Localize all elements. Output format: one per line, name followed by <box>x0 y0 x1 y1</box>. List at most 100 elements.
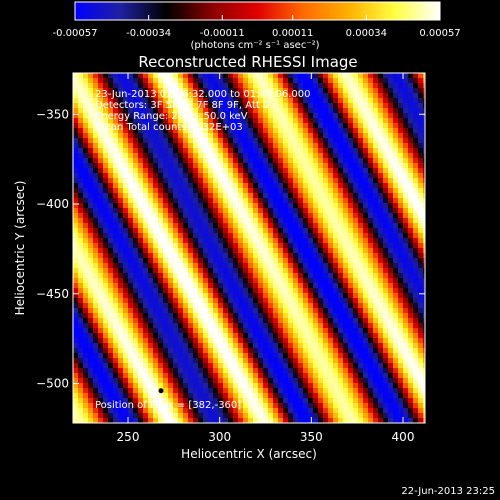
heatmap-cell <box>333 213 339 219</box>
heatmap-cell <box>213 83 219 89</box>
heatmap-cell <box>413 168 419 174</box>
heatmap-cell <box>298 278 304 284</box>
heatmap-cell <box>348 198 354 204</box>
heatmap-cell <box>253 328 259 334</box>
heatmap-cell <box>183 373 189 379</box>
heatmap-cell <box>318 343 324 349</box>
heatmap-cell <box>263 313 269 319</box>
heatmap-cell <box>93 378 99 384</box>
heatmap-cell <box>193 78 199 84</box>
heatmap-cell <box>388 93 394 99</box>
heatmap-cell <box>363 373 369 379</box>
heatmap-cell <box>423 248 425 254</box>
heatmap-cell <box>198 123 204 129</box>
heatmap-cell <box>423 368 425 374</box>
heatmap-cell <box>293 153 299 159</box>
heatmap-cell <box>158 263 164 269</box>
heatmap-cell <box>233 153 239 159</box>
heatmap-cell <box>298 223 304 229</box>
heatmap-cell <box>133 208 139 214</box>
heatmap-cell <box>378 278 384 284</box>
heatmap-cell <box>98 328 104 334</box>
heatmap-cell <box>368 93 374 99</box>
heatmap-cell <box>248 193 254 199</box>
heatmap-cell <box>258 333 264 339</box>
heatmap-cell <box>188 313 194 319</box>
heatmap-cell <box>88 283 94 289</box>
heatmap-cell <box>213 198 219 204</box>
heatmap-cell <box>203 213 209 219</box>
heatmap-cell <box>313 208 319 214</box>
heatmap-cell <box>148 323 154 329</box>
heatmap-cell <box>278 118 284 124</box>
heatmap-cell <box>378 228 384 234</box>
heatmap-cell <box>123 218 129 224</box>
heatmap-cell <box>263 83 269 89</box>
heatmap-cell <box>268 118 274 124</box>
heatmap-cell <box>258 143 264 149</box>
heatmap-cell <box>313 123 319 129</box>
heatmap-cell <box>108 373 114 379</box>
heatmap-cell <box>408 243 414 249</box>
heatmap-cell <box>128 398 134 404</box>
heatmap-cell <box>143 178 149 184</box>
heatmap-cell <box>188 378 194 384</box>
heatmap-cell <box>418 153 424 159</box>
heatmap-cell <box>158 418 164 423</box>
heatmap-cell <box>253 208 259 214</box>
heatmap-cell <box>393 168 399 174</box>
heatmap-cell <box>398 103 404 109</box>
heatmap-cell <box>308 353 314 359</box>
heatmap-cell <box>408 298 414 304</box>
heatmap-cell <box>358 233 364 239</box>
heatmap-cell <box>178 213 184 219</box>
heatmap-cell <box>203 113 209 119</box>
heatmap-cell <box>188 403 194 409</box>
heatmap-cell <box>338 398 344 404</box>
heatmap-cell <box>343 383 349 389</box>
heatmap-cell <box>143 183 149 189</box>
heatmap-cell <box>348 283 354 289</box>
heatmap-cell <box>218 303 224 309</box>
heatmap-cell <box>218 248 224 254</box>
heatmap-cell <box>183 268 189 274</box>
heatmap-cell <box>108 123 114 129</box>
heatmap-cell <box>108 378 114 384</box>
heatmap-cell <box>233 173 239 179</box>
heatmap-cell <box>138 78 144 84</box>
heatmap-cell <box>143 388 149 394</box>
heatmap-cell <box>178 293 184 299</box>
heatmap-cell <box>188 413 194 419</box>
heatmap-cell <box>303 223 309 229</box>
heatmap-cell <box>173 398 179 404</box>
heatmap-cell <box>418 158 424 164</box>
heatmap-cell <box>208 73 214 79</box>
heatmap-cell <box>128 388 134 394</box>
heatmap-cell <box>383 358 389 364</box>
heatmap-cell <box>228 78 234 84</box>
heatmap-cell <box>213 128 219 134</box>
heatmap-cell <box>328 313 334 319</box>
heatmap-cell <box>208 248 214 254</box>
heatmap-cell <box>268 308 274 314</box>
heatmap-cell <box>123 153 129 159</box>
heatmap-cell <box>323 403 329 409</box>
heatmap-cell <box>88 188 94 194</box>
heatmap-cell <box>363 378 369 384</box>
heatmap-cell <box>158 233 164 239</box>
heatmap-cell <box>188 83 194 89</box>
heatmap-cell <box>243 338 249 344</box>
heatmap-cell <box>73 163 79 169</box>
heatmap-cell <box>198 78 204 84</box>
heatmap-cell <box>203 148 209 154</box>
heatmap-cell <box>363 188 369 194</box>
heatmap-cell <box>293 293 299 299</box>
heatmap-cell <box>73 93 79 99</box>
heatmap-cell <box>313 203 319 209</box>
heatmap-cell <box>223 203 229 209</box>
heatmap-cell <box>203 258 209 264</box>
heatmap-cell <box>328 418 334 423</box>
heatmap-cell <box>423 308 425 314</box>
heatmap-cell <box>168 103 174 109</box>
heatmap-cell <box>408 218 414 224</box>
